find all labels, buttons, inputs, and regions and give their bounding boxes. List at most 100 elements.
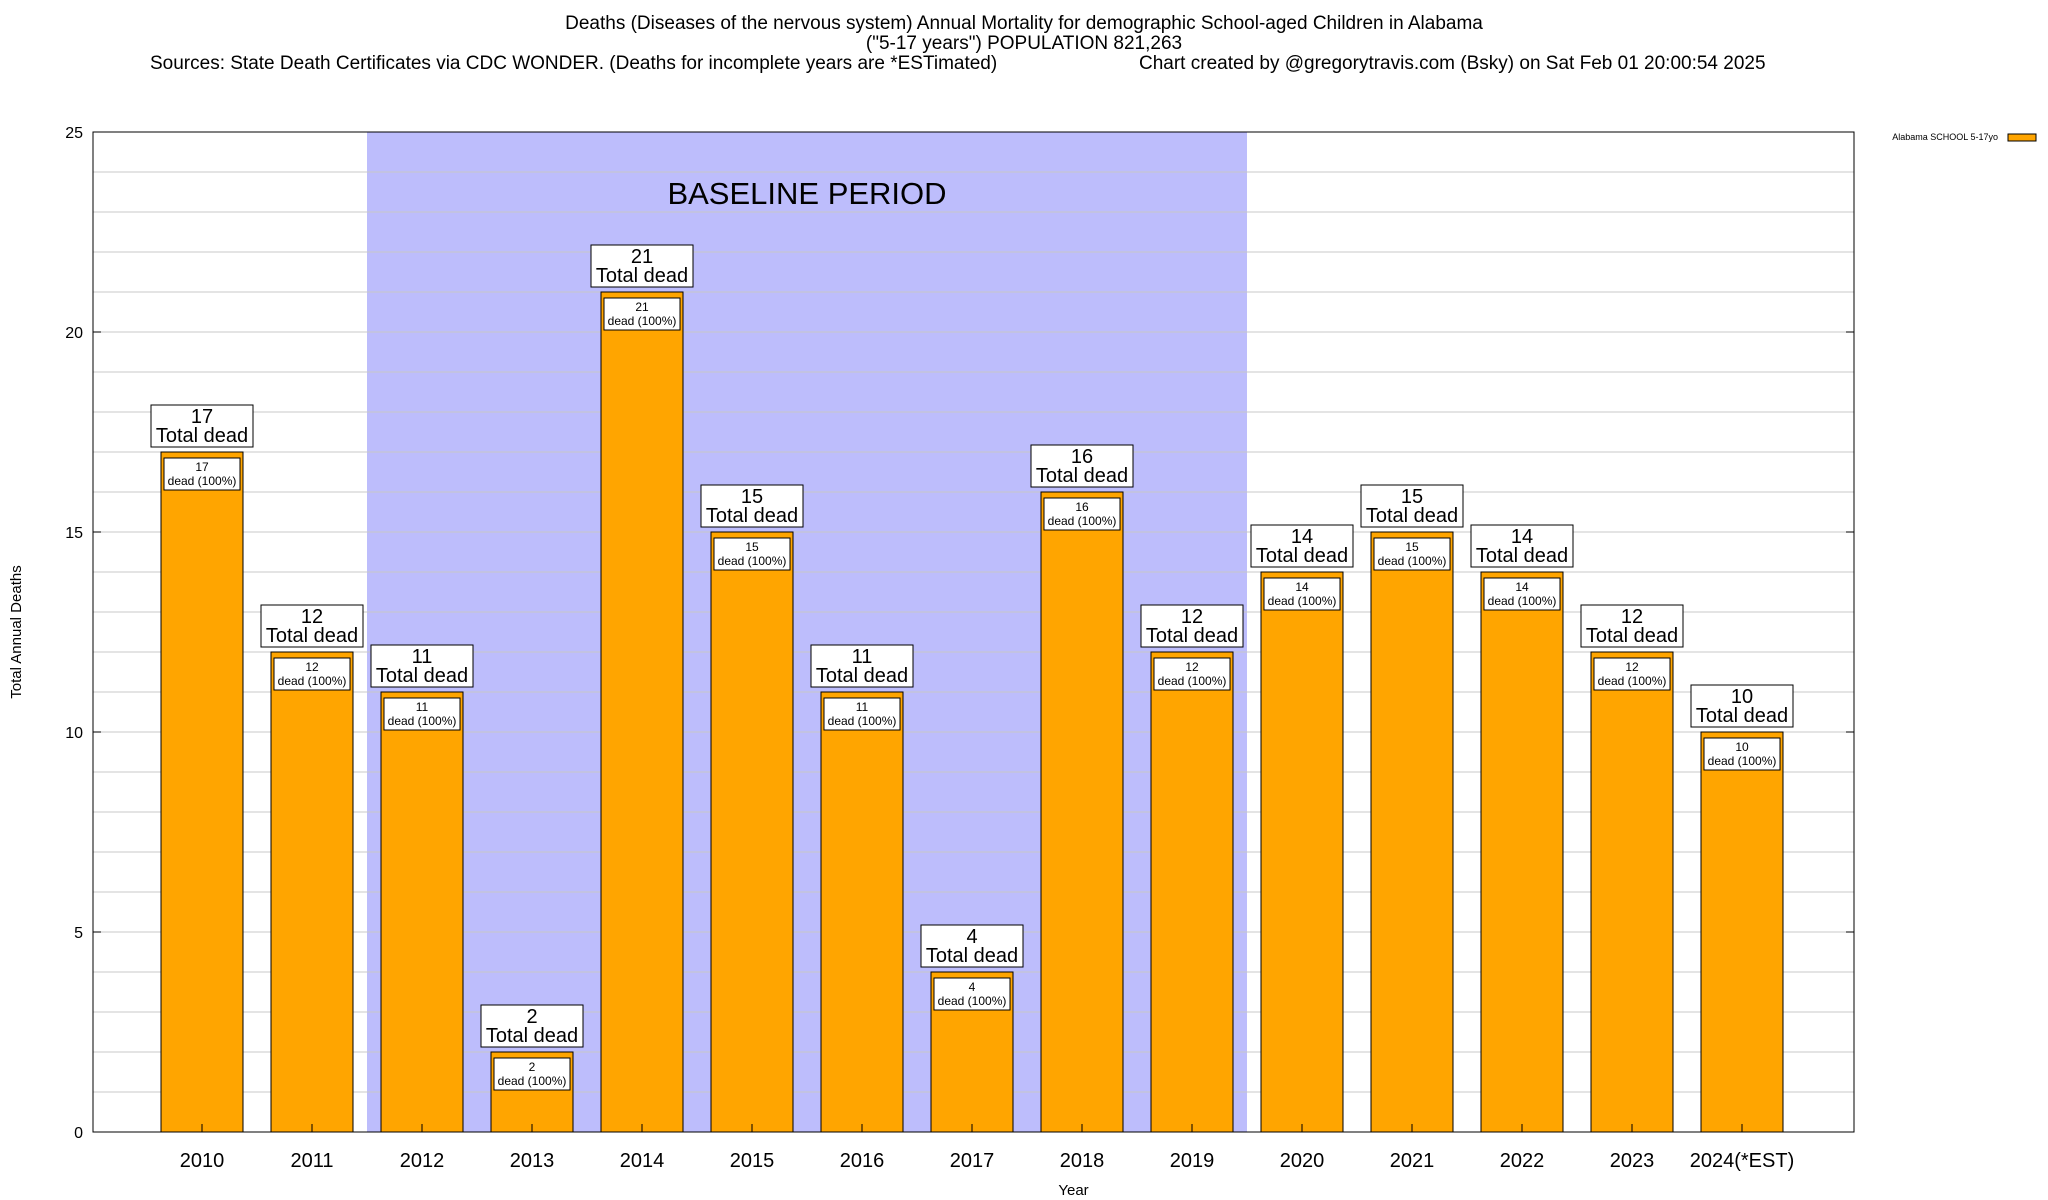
total-text-label: Total dead	[596, 265, 688, 287]
bar	[1480, 571, 1564, 1133]
bar-label-box	[1153, 657, 1231, 691]
total-value-label: 16	[1071, 446, 1093, 468]
bar	[160, 451, 244, 1133]
total-text-label: Total dead	[156, 425, 248, 447]
total-label-box	[1690, 684, 1794, 728]
total-label-box	[810, 644, 914, 688]
bar-percent-label: dead (100%)	[1268, 594, 1337, 608]
x-tick-label: 2020	[1280, 1150, 1325, 1172]
x-tick-label: 2014	[620, 1150, 665, 1172]
bar-percent-label: dead (100%)	[1378, 554, 1447, 568]
bar-label-box	[1593, 657, 1671, 691]
total-label-box	[1580, 604, 1684, 648]
x-tick-label: 2022	[1500, 1150, 1545, 1172]
bar-value-label: 11	[856, 700, 869, 714]
bar-value-label: 12	[1185, 660, 1199, 674]
bar-percent-label: dead (100%)	[828, 714, 897, 728]
bar-label-box	[1483, 577, 1561, 611]
y-tick-label: 15	[65, 525, 83, 542]
total-label-box	[1250, 524, 1354, 568]
credit-note: Chart created by @gregorytravis.com (Bsk…	[1139, 53, 1766, 74]
y-tick-label: 5	[74, 925, 83, 942]
x-tick-label: 2011	[290, 1150, 333, 1172]
bar-label-box	[273, 657, 351, 691]
bar	[380, 691, 464, 1133]
total-value-label: 2	[526, 1006, 537, 1028]
total-value-label: 12	[1621, 606, 1643, 628]
bar-value-label: 21	[635, 300, 649, 314]
bar-label-box	[1263, 577, 1341, 611]
total-label-box	[1140, 604, 1244, 648]
total-value-label: 12	[301, 606, 323, 628]
bar-value-label: 15	[745, 540, 759, 554]
baseline-label: BASELINE PERIOD	[667, 176, 946, 211]
bar-percent-label: dead (100%)	[1158, 674, 1227, 688]
total-value-label: 14	[1291, 526, 1313, 548]
total-value-label: 4	[966, 926, 977, 948]
bar	[820, 691, 904, 1133]
bar	[710, 531, 794, 1133]
bar-percent-label: dead (100%)	[608, 314, 677, 328]
total-value-label: 15	[741, 486, 763, 508]
total-value-label: 11	[412, 646, 433, 668]
bar-percent-label: dead (100%)	[938, 994, 1007, 1008]
bar-value-label: 14	[1515, 580, 1529, 594]
total-text-label: Total dead	[376, 665, 468, 687]
total-text-label: Total dead	[1256, 545, 1348, 567]
total-value-label: 11	[852, 646, 873, 668]
x-tick-label: 2024(*EST)	[1690, 1150, 1795, 1172]
total-label-box	[700, 484, 804, 528]
plot-frame	[92, 131, 1855, 1133]
bar-value-label: 17	[195, 460, 209, 474]
bar-value-label: 2	[529, 1060, 536, 1074]
total-label-box	[150, 404, 254, 448]
total-label-box	[590, 244, 694, 288]
bar-value-label: 10	[1735, 740, 1749, 754]
total-text-label: Total dead	[1586, 625, 1678, 647]
bar	[1260, 571, 1344, 1133]
x-axis-label: Year	[1058, 1182, 1088, 1199]
bar-percent-label: dead (100%)	[278, 674, 347, 688]
bar-value-label: 4	[969, 980, 976, 994]
y-tick-label: 0	[74, 1125, 83, 1142]
bar-label-box	[383, 697, 461, 731]
bar-label-box	[493, 1057, 571, 1091]
total-label-box	[920, 924, 1024, 968]
total-text-label: Total dead	[1146, 625, 1238, 647]
chart-title-line1: Deaths (Diseases of the nervous system) …	[565, 13, 1483, 34]
total-label-box	[480, 1004, 584, 1048]
total-text-label: Total dead	[1696, 705, 1788, 727]
bar-label-box	[823, 697, 901, 731]
total-text-label: Total dead	[1366, 505, 1458, 527]
bar-percent-label: dead (100%)	[168, 474, 237, 488]
bar	[1590, 651, 1674, 1133]
total-value-label: 21	[631, 246, 653, 268]
x-tick-label: 2016	[840, 1150, 885, 1172]
total-text-label: Total dead	[1476, 545, 1568, 567]
total-label-box	[1030, 444, 1134, 488]
bar-percent-label: dead (100%)	[388, 714, 457, 728]
x-tick-label: 2018	[1060, 1150, 1105, 1172]
total-label-box	[260, 604, 364, 648]
bar	[1150, 651, 1234, 1133]
bar-label-box	[1703, 737, 1781, 771]
bar-percent-label: dead (100%)	[1048, 514, 1117, 528]
total-label-box	[1470, 524, 1574, 568]
bar	[1040, 491, 1124, 1133]
bar	[1700, 731, 1784, 1133]
bar-label-box	[163, 457, 241, 491]
bar-label-box	[933, 977, 1011, 1011]
total-text-label: Total dead	[816, 665, 908, 687]
bar-percent-label: dead (100%)	[1598, 674, 1667, 688]
total-text-label: Total dead	[926, 945, 1018, 967]
chart-title-line2: ("5-17 years") POPULATION 821,263	[865, 33, 1183, 54]
total-value-label: 14	[1511, 526, 1533, 548]
bar-percent-label: dead (100%)	[498, 1074, 567, 1088]
sources-note: Sources: State Death Certificates via CD…	[150, 53, 998, 74]
total-text-label: Total dead	[1036, 465, 1128, 487]
x-tick-label: 2019	[1170, 1150, 1215, 1172]
chart-title: Deaths (Diseases of the nervous system) …	[0, 14, 2048, 54]
total-text-label: Total dead	[266, 625, 358, 647]
x-tick-label: 2023	[1610, 1150, 1655, 1172]
bar-label-box	[603, 297, 681, 331]
